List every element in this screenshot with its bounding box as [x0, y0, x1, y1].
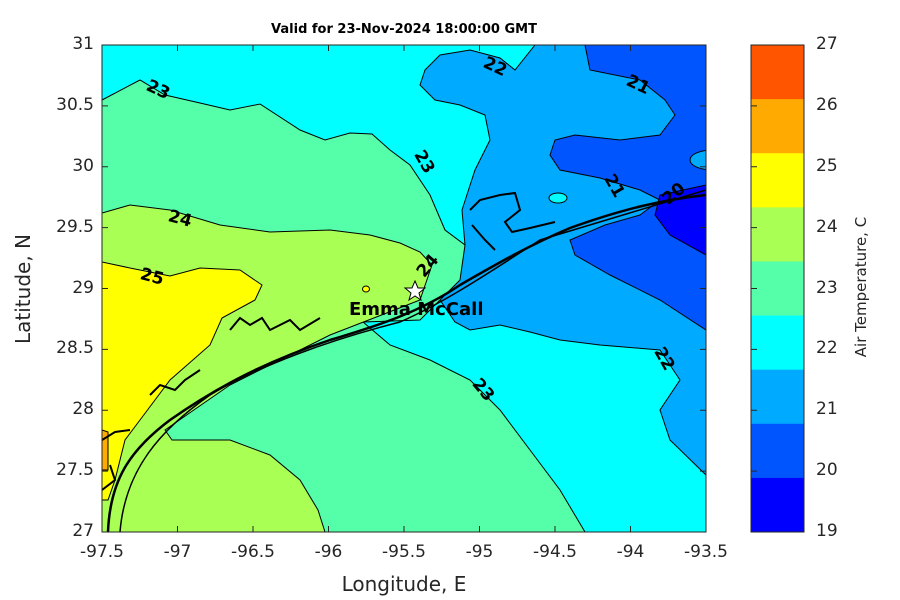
colorbar-tick-label: 24: [816, 216, 838, 237]
x-tick-label: -97: [163, 542, 192, 562]
colorbar-swatch: [751, 153, 804, 208]
band-21-22-blob: [689, 149, 706, 171]
barrier-island: [119, 189, 706, 532]
colorbar-swatch: [751, 99, 804, 154]
y-tick-label: 27: [72, 521, 94, 541]
y-tick-label: 30.5: [56, 94, 94, 115]
colorbar-tick-label: 19: [816, 521, 838, 541]
x-tick-label: -94: [616, 542, 645, 562]
map-title: Valid for 23-Nov-2024 18:00:00 GMT: [271, 22, 537, 37]
band-22-23-blob: [548, 192, 568, 204]
colorbar-tick-label: 22: [816, 338, 838, 359]
band-19-20: [654, 184, 706, 256]
colorbar-label: Air Temperature, C: [852, 216, 870, 358]
y-tick-label: 29.5: [56, 216, 94, 237]
y-tick-label: 29: [72, 277, 94, 298]
station-label: Emma McCall: [349, 299, 484, 320]
colorbar-swatch: [751, 261, 804, 317]
colorbar-swatch: [751, 423, 804, 479]
y-tick-label: 27.5: [56, 460, 94, 481]
x-tick-label: -97.5: [80, 542, 124, 562]
colorbar: [750, 44, 805, 533]
colorbar-swatch: [751, 477, 804, 533]
y-tick-label: 28.5: [56, 338, 94, 359]
x-tick-label: -94.5: [533, 542, 577, 562]
colorbar-tick-label: 23: [816, 277, 838, 298]
y-tick-label: 28: [72, 399, 94, 420]
colorbar-swatch: [751, 369, 804, 425]
colorbar-swatch: [751, 315, 804, 371]
band-20-21: [549, 45, 706, 331]
colorbar-swatch: [751, 207, 804, 262]
colorbar-swatch: [751, 45, 804, 100]
x-axis-label: Longitude, E: [341, 572, 467, 596]
x-tick-label: -95: [465, 542, 494, 562]
coastline: [106, 193, 706, 532]
band-25-26: [102, 261, 263, 501]
colorbar-tick-label: 21: [816, 399, 838, 420]
colorbar-tick-label: 20: [816, 460, 838, 481]
x-tick-label: -96: [314, 542, 343, 562]
x-tick-label: -93.5: [684, 542, 728, 562]
colorbar-tick-label: 25: [816, 155, 838, 176]
y-axis-label: Latitude, N: [11, 234, 35, 344]
colorbar-tick-label: 26: [816, 94, 838, 115]
star-icon: [403, 279, 427, 302]
band-25-26-blob: [362, 285, 370, 293]
y-tick-label: 30: [72, 155, 94, 176]
colorbar-tick-label: 27: [816, 34, 838, 54]
y-tick-label: 31: [72, 34, 94, 54]
x-tick-label: -95.5: [382, 542, 426, 562]
coastline-bays: [102, 191, 556, 491]
x-tick-label: -96.5: [231, 542, 275, 562]
